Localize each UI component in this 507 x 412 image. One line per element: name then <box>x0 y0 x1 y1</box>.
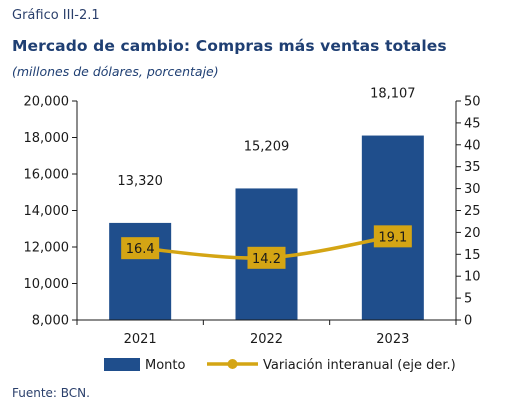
legend-line-marker <box>227 359 238 369</box>
left-tick-label: 16,000 <box>24 168 70 183</box>
right-tick-label: 40 <box>464 138 481 153</box>
legend: Monto Variación interanual (eje der.) <box>104 358 456 373</box>
bar-value-label: 13,320 <box>117 174 163 189</box>
right-tick-label: 30 <box>464 182 481 197</box>
bar-series: 13,320 15,209 18,107 <box>109 87 424 320</box>
right-tick-label: 0 <box>464 314 472 329</box>
line-label-box <box>373 225 412 248</box>
right-tick-label: 35 <box>464 160 481 175</box>
legend-bar-swatch <box>104 358 140 371</box>
line-label-box <box>247 246 286 269</box>
left-tick-label: 18,000 <box>24 131 70 146</box>
right-tick-label: 15 <box>464 248 481 263</box>
chart-title: Mercado de cambio: Compras más ventas to… <box>12 37 447 55</box>
left-tick-label: 8,000 <box>32 314 69 329</box>
right-y-axis: 0 5 10 15 20 25 30 35 40 45 50 <box>455 95 481 329</box>
right-tick-label: 50 <box>464 95 481 110</box>
legend-bar-label: Monto <box>145 358 186 373</box>
source-note: Fuente: BCN. <box>12 386 90 400</box>
right-tick-label: 45 <box>464 116 481 131</box>
legend-line-label: Variación interanual (eje der.) <box>263 358 456 373</box>
x-tick-label: 2021 <box>124 332 157 347</box>
left-tick-label: 14,000 <box>24 204 70 219</box>
left-tick-label: 20,000 <box>24 95 70 110</box>
left-y-axis: 8,000 10,000 12,000 14,000 16,000 18,000 20,00… <box>24 95 78 329</box>
line-value-label: 16.4 <box>126 242 155 257</box>
right-tick-label: 25 <box>464 204 481 219</box>
left-tick-label: 10,000 <box>24 277 70 292</box>
bar-value-label: 18,107 <box>370 87 416 102</box>
line-label-box <box>121 237 160 260</box>
line-value-label: 19.1 <box>378 230 407 245</box>
right-tick-label: 5 <box>464 292 472 307</box>
x-tick-label: 2022 <box>250 332 283 347</box>
figure-label: Gráfico III-2.1 <box>12 8 100 23</box>
bar-value-label: 15,209 <box>244 139 290 154</box>
line-value-label: 14.2 <box>252 252 281 267</box>
right-tick-label: 20 <box>464 226 481 241</box>
left-tick-label: 12,000 <box>24 241 70 256</box>
right-tick-label: 10 <box>464 270 481 285</box>
line-series: 16.4 14.2 19.1 <box>121 225 412 269</box>
chart-subtitle: (millones de dólares, porcentaje) <box>12 64 219 79</box>
x-axis: 2021 2022 2023 <box>76 319 457 347</box>
x-tick-label: 2023 <box>376 332 409 347</box>
